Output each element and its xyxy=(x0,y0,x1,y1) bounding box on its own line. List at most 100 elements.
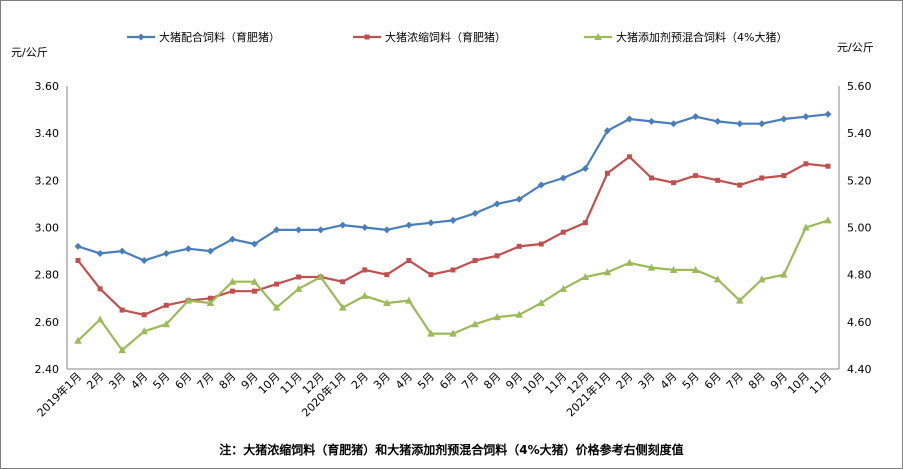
series-point-3 xyxy=(537,298,546,306)
y-right-unit-label: 元/公斤 xyxy=(837,41,874,54)
series-point-3 xyxy=(294,284,303,292)
series-point-1 xyxy=(824,110,832,118)
x-tick-label: 2月 xyxy=(349,370,371,392)
series-point-3 xyxy=(206,298,215,306)
series-point-1 xyxy=(405,221,413,229)
series-point-2 xyxy=(516,243,522,249)
series-point-3 xyxy=(581,273,590,281)
x-tick-label: 4月 xyxy=(128,370,150,392)
series-point-1 xyxy=(802,113,810,121)
y-right-tick-label: 5.20 xyxy=(847,174,872,187)
chart-note: 注：大猪浓缩饲料（育肥猪）和大猪添加剂预混合饲料（4%大猪）价格参考右侧刻度值 xyxy=(219,443,684,457)
legend-marker-1 xyxy=(137,33,145,41)
y-left-unit-label: 元/公斤 xyxy=(11,46,48,59)
x-tick-label: 2月 xyxy=(84,370,106,392)
series-point-3 xyxy=(691,265,700,273)
series-point-3 xyxy=(824,216,832,224)
x-tick-label: 4月 xyxy=(658,370,680,392)
series-point-2 xyxy=(693,173,699,179)
x-tick-label: 5月 xyxy=(680,370,702,392)
series-point-2 xyxy=(119,307,125,313)
series-point-3 xyxy=(427,329,435,337)
series-point-2 xyxy=(207,295,213,301)
series-point-3 xyxy=(449,329,457,337)
y-left-tick-label: 3.40 xyxy=(35,127,60,140)
x-tick-label: 6月 xyxy=(437,370,459,392)
y-left-tick-label: 3.20 xyxy=(35,174,60,187)
x-tick-label: 3月 xyxy=(106,370,128,392)
series-point-2 xyxy=(604,170,610,176)
legend-marker-3 xyxy=(594,33,602,40)
series-point-2 xyxy=(472,258,478,264)
x-tick-label: 10月 xyxy=(256,370,283,397)
series-point-2 xyxy=(340,279,346,285)
series-point-3 xyxy=(250,277,259,285)
series-point-1 xyxy=(140,257,148,265)
x-tick-label: 5月 xyxy=(415,370,437,392)
series-point-2 xyxy=(406,258,412,264)
series-point-2 xyxy=(141,312,147,318)
series-point-2 xyxy=(759,175,765,181)
series-point-3 xyxy=(625,258,634,266)
series-point-2 xyxy=(582,220,588,226)
series-point-1 xyxy=(736,120,744,128)
x-tick-label: 5月 xyxy=(150,370,172,392)
y-right-tick-label: 5.00 xyxy=(847,222,872,235)
legend-label-3: 大猪添加剂预混合饲料（4%大猪） xyxy=(616,30,787,44)
series-point-2 xyxy=(649,175,655,181)
series-point-1 xyxy=(383,226,391,234)
x-tick-label: 3月 xyxy=(371,370,393,392)
y-left-tick-label: 2.80 xyxy=(35,269,60,282)
series-point-3 xyxy=(316,273,325,281)
series-point-2 xyxy=(229,288,235,294)
series-point-2 xyxy=(428,272,434,278)
x-tick-label: 11月 xyxy=(807,370,834,397)
series-point-3 xyxy=(405,296,413,304)
series-point-3 xyxy=(140,327,148,335)
series-point-3 xyxy=(493,313,501,321)
x-tick-label: 6月 xyxy=(702,370,724,392)
series-point-1 xyxy=(206,247,214,255)
y-right-tick-label: 5.40 xyxy=(847,127,872,140)
series-point-1 xyxy=(471,209,479,217)
x-tick-label: 8月 xyxy=(217,370,239,392)
x-tick-label: 2月 xyxy=(614,370,636,392)
x-tick-label: 7月 xyxy=(195,370,217,392)
y-right-tick-label: 4.80 xyxy=(847,269,872,282)
series-point-3 xyxy=(758,275,766,283)
x-tick-label: 6月 xyxy=(173,370,195,392)
series-point-3 xyxy=(802,223,810,231)
series-point-1 xyxy=(537,181,545,189)
series-point-3 xyxy=(669,265,678,273)
legend-marker-2 xyxy=(364,34,370,40)
legend-label-1: 大猪配合饲料（育肥猪） xyxy=(159,30,280,44)
series-point-3 xyxy=(780,270,788,278)
x-tick-label: 8月 xyxy=(746,370,768,392)
series-point-2 xyxy=(803,161,809,167)
series-point-3 xyxy=(515,310,523,318)
series-point-3 xyxy=(471,320,479,328)
series-point-1 xyxy=(515,195,523,203)
y-left-tick-label: 3.00 xyxy=(35,222,60,235)
series-point-3 xyxy=(559,284,568,292)
x-tick-label: 4月 xyxy=(393,370,415,392)
series-point-1 xyxy=(625,115,633,123)
series-point-3 xyxy=(383,298,391,306)
legend-label-2: 大猪浓缩饲料（育肥猪） xyxy=(385,30,506,44)
series-point-2 xyxy=(671,180,677,186)
series-point-1 xyxy=(581,165,589,173)
series-point-2 xyxy=(781,173,787,179)
series-point-2 xyxy=(251,288,257,294)
series-point-2 xyxy=(296,274,302,280)
series-point-1 xyxy=(273,226,281,234)
series-point-2 xyxy=(737,182,743,188)
series-point-1 xyxy=(427,219,435,227)
x-tick-label: 7月 xyxy=(724,370,746,392)
y-right-tick-label: 5.60 xyxy=(847,80,872,93)
y-right-tick-label: 4.40 xyxy=(847,363,872,376)
series-point-1 xyxy=(780,115,788,123)
x-tick-label: 10月 xyxy=(520,370,547,397)
series-point-2 xyxy=(538,241,544,247)
series-point-2 xyxy=(715,177,721,183)
series-point-3 xyxy=(228,277,237,285)
